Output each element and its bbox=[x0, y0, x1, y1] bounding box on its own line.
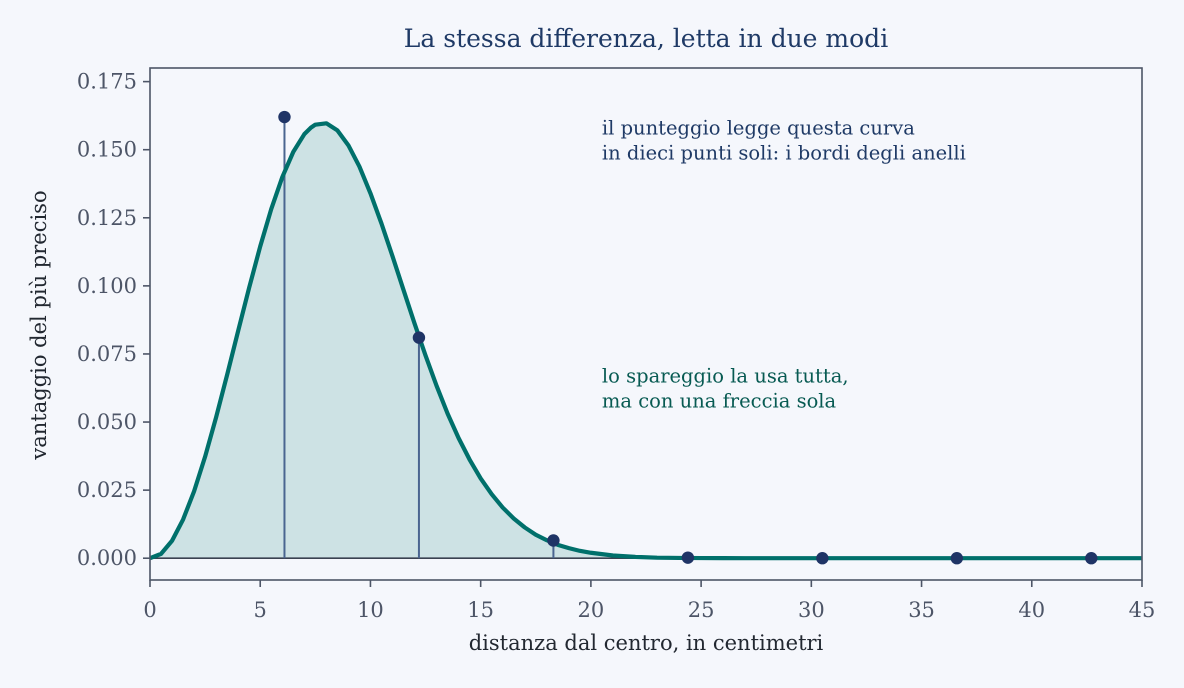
plot-frame bbox=[149, 67, 1143, 581]
annotation-text: lo spareggio la usa tutta, ma con una fre… bbox=[602, 365, 849, 413]
x-tick-label: 15 bbox=[467, 598, 494, 622]
sample-point bbox=[816, 552, 829, 565]
x-axis-label: distanza dal centro, in centimetri bbox=[469, 631, 824, 655]
chart-title: La stessa differenza, letta in due modi bbox=[404, 24, 888, 53]
annotation-text: il punteggio legge questa curva in dieci … bbox=[602, 117, 966, 165]
plot-area: 0 5 10 15 20 25 30 35 40 45 0.000 0.025 0.050 0.075 0.… bbox=[77, 67, 1156, 622]
x-tick-label: 5 bbox=[254, 598, 267, 622]
x-tick-label: 25 bbox=[688, 598, 715, 622]
annotation-line: il punteggio legge questa curva bbox=[602, 117, 915, 140]
y-tick-label: 0.125 bbox=[77, 206, 137, 230]
y-tick-label: 0.100 bbox=[77, 274, 137, 298]
curve-line bbox=[149, 121, 1142, 561]
y-tick-label: 0.025 bbox=[77, 478, 137, 502]
sample-point bbox=[278, 110, 291, 124]
sample-point bbox=[412, 331, 426, 344]
x-tick-label: 45 bbox=[1129, 598, 1156, 622]
sample-point bbox=[950, 552, 964, 565]
y-tick-label: 0.050 bbox=[77, 410, 137, 434]
x-tick-label: 20 bbox=[578, 598, 605, 622]
x-tick-label: 0 bbox=[143, 598, 156, 622]
x-tick-label: 30 bbox=[798, 598, 825, 622]
y-tick-label: 0.075 bbox=[77, 342, 137, 366]
x-tick-label: 40 bbox=[1018, 598, 1045, 622]
y-tick-label: 0.175 bbox=[77, 70, 137, 94]
annotation-line: lo spareggio la usa tutta, bbox=[602, 365, 849, 388]
x-tick-label: 35 bbox=[908, 598, 935, 622]
curve-area-fill bbox=[150, 123, 1142, 559]
x-tick-label: 10 bbox=[357, 598, 384, 622]
y-axis-label: vantaggio del più preciso bbox=[27, 190, 51, 460]
annotation-line: ma con una freccia sola bbox=[602, 390, 837, 413]
y-tick-label: 0.000 bbox=[77, 546, 137, 570]
sample-point bbox=[547, 534, 560, 547]
y-tick-label: 0.150 bbox=[77, 138, 137, 162]
annotation-line: in dieci punti soli: i bordi degli anell… bbox=[602, 142, 966, 165]
sample-point bbox=[1085, 552, 1098, 565]
sample-point bbox=[681, 551, 695, 564]
